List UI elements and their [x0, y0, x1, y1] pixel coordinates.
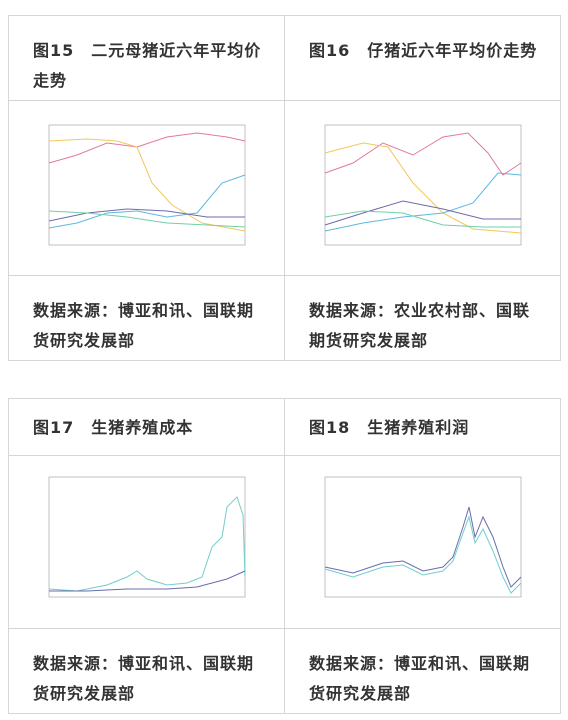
title-cell: 图18 生猪养殖利润 [284, 398, 561, 456]
source: 数据来源：博亚和讯、国联期货研究发展部 [33, 301, 255, 350]
source-cell: 数据来源：博亚和讯、国联期货研究发展部 [284, 628, 561, 714]
chart-cell [8, 455, 285, 629]
source-cell: 数据来源：博亚和讯、国联期货研究发展部 [8, 628, 285, 714]
caption: 图17 生猪养殖成本 [33, 418, 194, 437]
title-cell: 图15 二元母猪近六年平均价走势 [8, 15, 285, 101]
chart-image [324, 476, 521, 598]
chart-image [48, 124, 245, 246]
chart-cell [284, 100, 561, 276]
chart-cell [284, 455, 561, 629]
caption: 图18 生猪养殖利润 [309, 418, 470, 437]
caption: 图15 二元母猪近六年平均价走势 [33, 41, 262, 90]
chart-image [48, 476, 245, 598]
chart-cell [8, 100, 285, 276]
source: 数据来源：博亚和讯、国联期货研究发展部 [309, 654, 531, 703]
title-cell: 图16 仔猪近六年平均价走势 [284, 15, 561, 101]
source: 数据来源：博亚和讯、国联期货研究发展部 [33, 654, 255, 703]
caption: 图16 仔猪近六年平均价走势 [309, 41, 538, 60]
chart-image [324, 124, 521, 246]
source-cell: 数据来源：农业农村部、国联期货研究发展部 [284, 275, 561, 361]
source-cell: 数据来源：博亚和讯、国联期货研究发展部 [8, 275, 285, 361]
title-cell: 图17 生猪养殖成本 [8, 398, 285, 456]
source: 数据来源：农业农村部、国联期货研究发展部 [309, 301, 531, 350]
